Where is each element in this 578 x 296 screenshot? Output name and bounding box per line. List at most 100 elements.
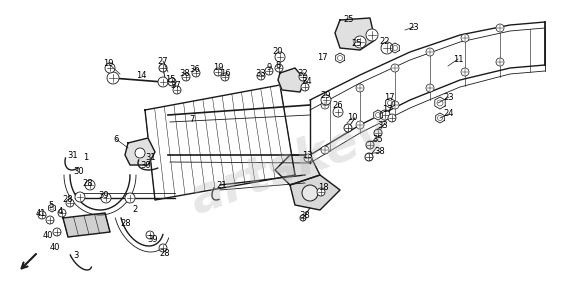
Circle shape <box>317 188 325 196</box>
Text: 27: 27 <box>158 57 168 65</box>
Circle shape <box>321 101 329 109</box>
Circle shape <box>374 129 382 137</box>
Circle shape <box>105 63 115 73</box>
Polygon shape <box>49 204 55 212</box>
Circle shape <box>381 42 393 54</box>
Text: 15: 15 <box>165 75 175 83</box>
Circle shape <box>38 211 46 219</box>
Text: 16: 16 <box>220 68 230 78</box>
Circle shape <box>461 34 469 42</box>
Circle shape <box>388 114 396 122</box>
Circle shape <box>301 83 309 91</box>
Polygon shape <box>335 18 375 50</box>
Circle shape <box>85 180 95 190</box>
Circle shape <box>53 228 61 236</box>
Text: 22: 22 <box>380 38 390 46</box>
Text: 31: 31 <box>68 150 78 160</box>
Circle shape <box>496 24 504 32</box>
Circle shape <box>354 36 366 48</box>
Polygon shape <box>290 175 340 210</box>
Circle shape <box>275 52 285 62</box>
Circle shape <box>391 64 399 72</box>
Circle shape <box>304 154 312 162</box>
Text: 40: 40 <box>43 231 53 240</box>
Text: 34: 34 <box>302 78 312 86</box>
Text: 17: 17 <box>384 92 394 102</box>
Text: 18: 18 <box>318 184 328 192</box>
Circle shape <box>300 215 306 221</box>
Text: 4: 4 <box>57 207 62 215</box>
Text: 9: 9 <box>266 64 272 73</box>
Text: 23: 23 <box>409 22 419 31</box>
Text: 40: 40 <box>50 244 60 252</box>
Text: 35: 35 <box>373 136 383 144</box>
Circle shape <box>192 69 200 77</box>
Text: 28: 28 <box>62 195 73 205</box>
Text: 19: 19 <box>103 59 113 67</box>
Circle shape <box>366 29 378 41</box>
Polygon shape <box>336 53 344 63</box>
Circle shape <box>159 64 167 72</box>
Circle shape <box>356 84 364 92</box>
Text: 28: 28 <box>83 178 93 187</box>
Circle shape <box>107 72 119 84</box>
Text: 20: 20 <box>273 47 283 57</box>
Text: 11: 11 <box>453 54 463 64</box>
Text: 25: 25 <box>344 15 354 25</box>
Polygon shape <box>435 97 445 109</box>
Circle shape <box>125 193 135 203</box>
Text: 2: 2 <box>132 205 138 215</box>
Circle shape <box>214 68 222 76</box>
Circle shape <box>257 72 265 80</box>
Circle shape <box>356 121 364 129</box>
Text: 39: 39 <box>148 236 158 244</box>
Circle shape <box>333 107 343 117</box>
Circle shape <box>380 110 390 120</box>
Circle shape <box>159 244 167 252</box>
Circle shape <box>168 78 176 86</box>
Polygon shape <box>275 155 320 185</box>
Circle shape <box>101 193 111 203</box>
Circle shape <box>366 141 374 149</box>
Text: 7: 7 <box>190 115 195 125</box>
Polygon shape <box>373 110 382 120</box>
Circle shape <box>321 146 329 154</box>
Circle shape <box>321 95 331 105</box>
Text: 1: 1 <box>83 154 88 163</box>
Text: 30: 30 <box>140 160 151 170</box>
Text: 30: 30 <box>73 168 84 176</box>
Text: 14: 14 <box>136 70 146 80</box>
Text: 41: 41 <box>36 208 46 218</box>
Text: 31: 31 <box>146 152 156 162</box>
Text: 29: 29 <box>321 91 331 99</box>
Text: 21: 21 <box>217 181 227 191</box>
Circle shape <box>426 84 434 92</box>
Text: 26: 26 <box>333 101 343 110</box>
Text: 24: 24 <box>444 110 454 118</box>
Text: 17: 17 <box>381 105 392 115</box>
Text: 17: 17 <box>317 54 327 62</box>
Polygon shape <box>63 213 110 237</box>
Circle shape <box>391 101 399 109</box>
Text: 36: 36 <box>190 65 201 73</box>
Text: 3: 3 <box>73 250 79 260</box>
Text: 10: 10 <box>347 113 357 123</box>
Polygon shape <box>386 98 394 108</box>
Text: 33: 33 <box>377 120 388 130</box>
Circle shape <box>426 48 434 56</box>
Text: 38: 38 <box>180 68 190 78</box>
Text: 28: 28 <box>121 220 131 229</box>
Circle shape <box>221 73 229 81</box>
Polygon shape <box>436 113 444 123</box>
Text: 23: 23 <box>444 92 454 102</box>
Text: 5: 5 <box>49 200 54 210</box>
Circle shape <box>365 153 373 161</box>
Polygon shape <box>125 138 155 165</box>
Text: 38: 38 <box>299 210 310 220</box>
Text: 38: 38 <box>375 147 386 157</box>
Circle shape <box>58 209 66 217</box>
Text: 8: 8 <box>275 60 281 70</box>
Text: 25: 25 <box>352 38 362 47</box>
Circle shape <box>66 199 74 207</box>
Text: artskev: artskev <box>183 107 397 223</box>
